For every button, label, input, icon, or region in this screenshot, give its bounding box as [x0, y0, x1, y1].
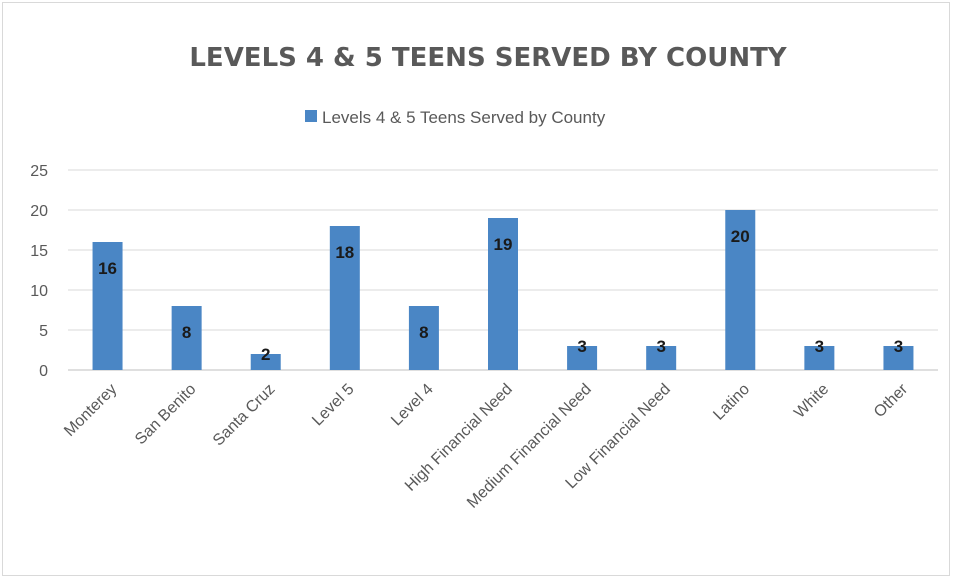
x-tick-label: Level 5: [309, 381, 358, 430]
data-label: 3: [577, 337, 586, 356]
bar: [804, 346, 835, 370]
bar: [646, 346, 677, 370]
legend-swatch: [305, 110, 317, 122]
data-label: 19: [494, 235, 513, 254]
y-tick-label: 25: [30, 163, 48, 180]
x-tick-label: Level 4: [388, 381, 437, 430]
data-label: 16: [98, 259, 117, 278]
data-label: 2: [261, 345, 270, 364]
y-axis: 0 5 10 15 20 25: [30, 163, 48, 380]
data-label: 3: [815, 337, 824, 356]
y-tick-label: 0: [39, 363, 48, 380]
x-tick-label: Other: [871, 380, 912, 421]
data-label: 18: [335, 243, 354, 262]
y-tick-label: 10: [30, 283, 48, 300]
chart-title: LEVELS 4 & 5 TEENS SERVED BY COUNTY: [189, 43, 787, 73]
bar: [171, 306, 202, 370]
data-label: 3: [656, 337, 665, 356]
bar: [883, 346, 914, 370]
bar: [488, 218, 518, 370]
y-tick-label: 15: [30, 243, 48, 260]
x-tick-label: Latino: [710, 381, 753, 424]
gridlines: [68, 169, 938, 371]
x-tick-label: Santa Cruz: [210, 381, 279, 450]
bar: [250, 354, 281, 370]
y-tick-label: 20: [30, 203, 48, 220]
legend-label: Levels 4 & 5 Teens Served by County: [322, 108, 606, 127]
x-axis: Monterey San Benito Santa Cruz Level 5 Level…: [61, 380, 912, 511]
data-label: 3: [894, 337, 903, 356]
x-tick-label: San Benito: [132, 381, 199, 448]
bar: [408, 306, 439, 370]
bar: [329, 226, 360, 370]
bar: [92, 242, 123, 370]
data-label: 8: [182, 323, 191, 342]
y-tick-label: 5: [39, 323, 48, 340]
x-tick-label: Monterey: [61, 381, 120, 440]
data-label: 20: [731, 227, 750, 246]
x-tick-label: White: [791, 381, 832, 422]
bar: [567, 346, 598, 370]
data-labels: 16 8 2 18 8 19 3 3 20 3 3: [98, 227, 903, 364]
data-label: 8: [419, 323, 428, 342]
bar: [725, 210, 756, 370]
legend: Levels 4 & 5 Teens Served by County: [305, 108, 606, 127]
bars: [92, 210, 914, 370]
